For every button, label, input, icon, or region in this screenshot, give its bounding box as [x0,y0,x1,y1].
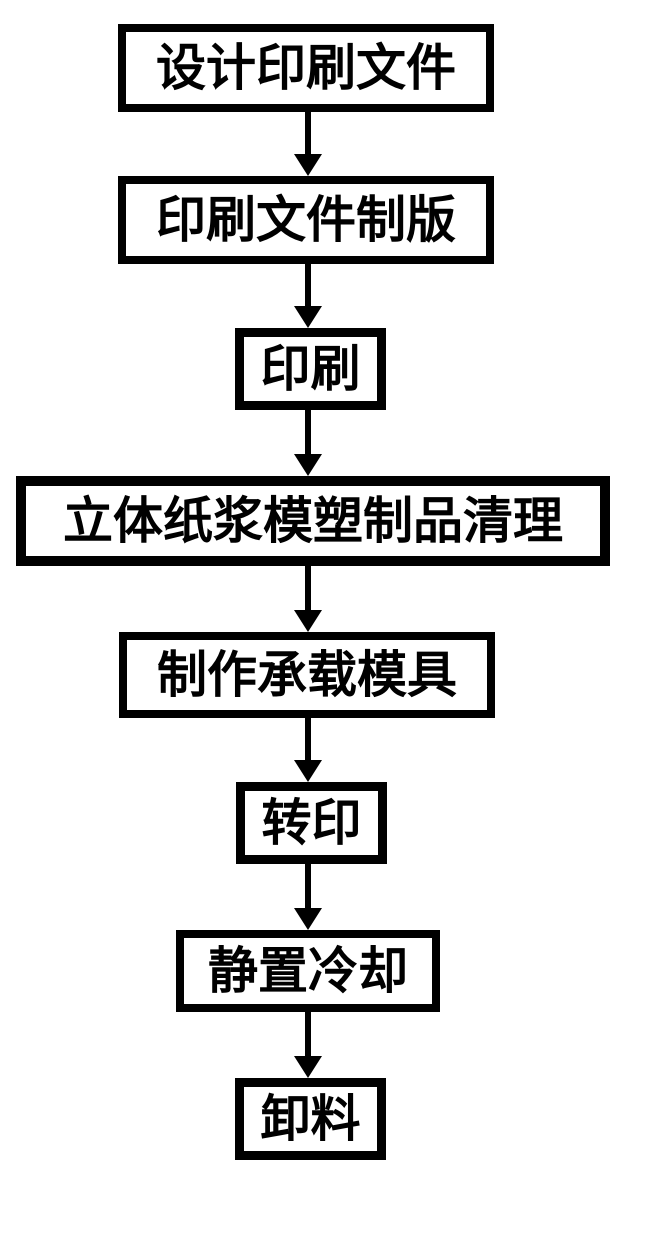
flow-node-label: 制作承载模具 [157,650,457,700]
flow-node-label: 印刷文件制版 [156,195,456,245]
flow-node-n7: 静置冷却 [176,930,440,1012]
flow-arrow-line [305,1012,311,1056]
flow-node-label: 设计印刷文件 [156,43,456,93]
flow-node-label: 转印 [262,798,362,848]
flow-arrow-head [294,1056,322,1078]
flow-arrow-head [294,154,322,176]
flow-node-n3: 印刷 [235,328,386,410]
flow-node-label: 静置冷却 [208,946,408,996]
flow-arrow-head [294,454,322,476]
flow-node-n2: 印刷文件制版 [118,176,494,264]
flow-arrow-line [305,264,311,306]
flow-node-n1: 设计印刷文件 [118,24,494,112]
flow-node-label: 卸料 [261,1094,361,1144]
flow-arrow-head [294,610,322,632]
flow-arrow-line [305,410,311,454]
flow-node-n8: 卸料 [235,1078,386,1160]
flow-arrow-line [305,718,311,760]
flow-arrow-head [294,306,322,328]
flow-node-n4: 立体纸浆模塑制品清理 [16,476,610,566]
flow-node-label: 印刷 [261,344,361,394]
flow-arrow-line [305,864,311,908]
flow-arrow-line [305,112,311,154]
flow-arrow-head [294,760,322,782]
flow-arrow-head [294,908,322,930]
flow-node-n6: 转印 [236,782,387,864]
flowchart-container: 设计印刷文件印刷文件制版印刷立体纸浆模塑制品清理制作承载模具转印静置冷却卸料 [0,0,645,1236]
flow-node-label: 立体纸浆模塑制品清理 [63,496,563,546]
flow-arrow-line [305,566,311,610]
flow-node-n5: 制作承载模具 [119,632,495,718]
